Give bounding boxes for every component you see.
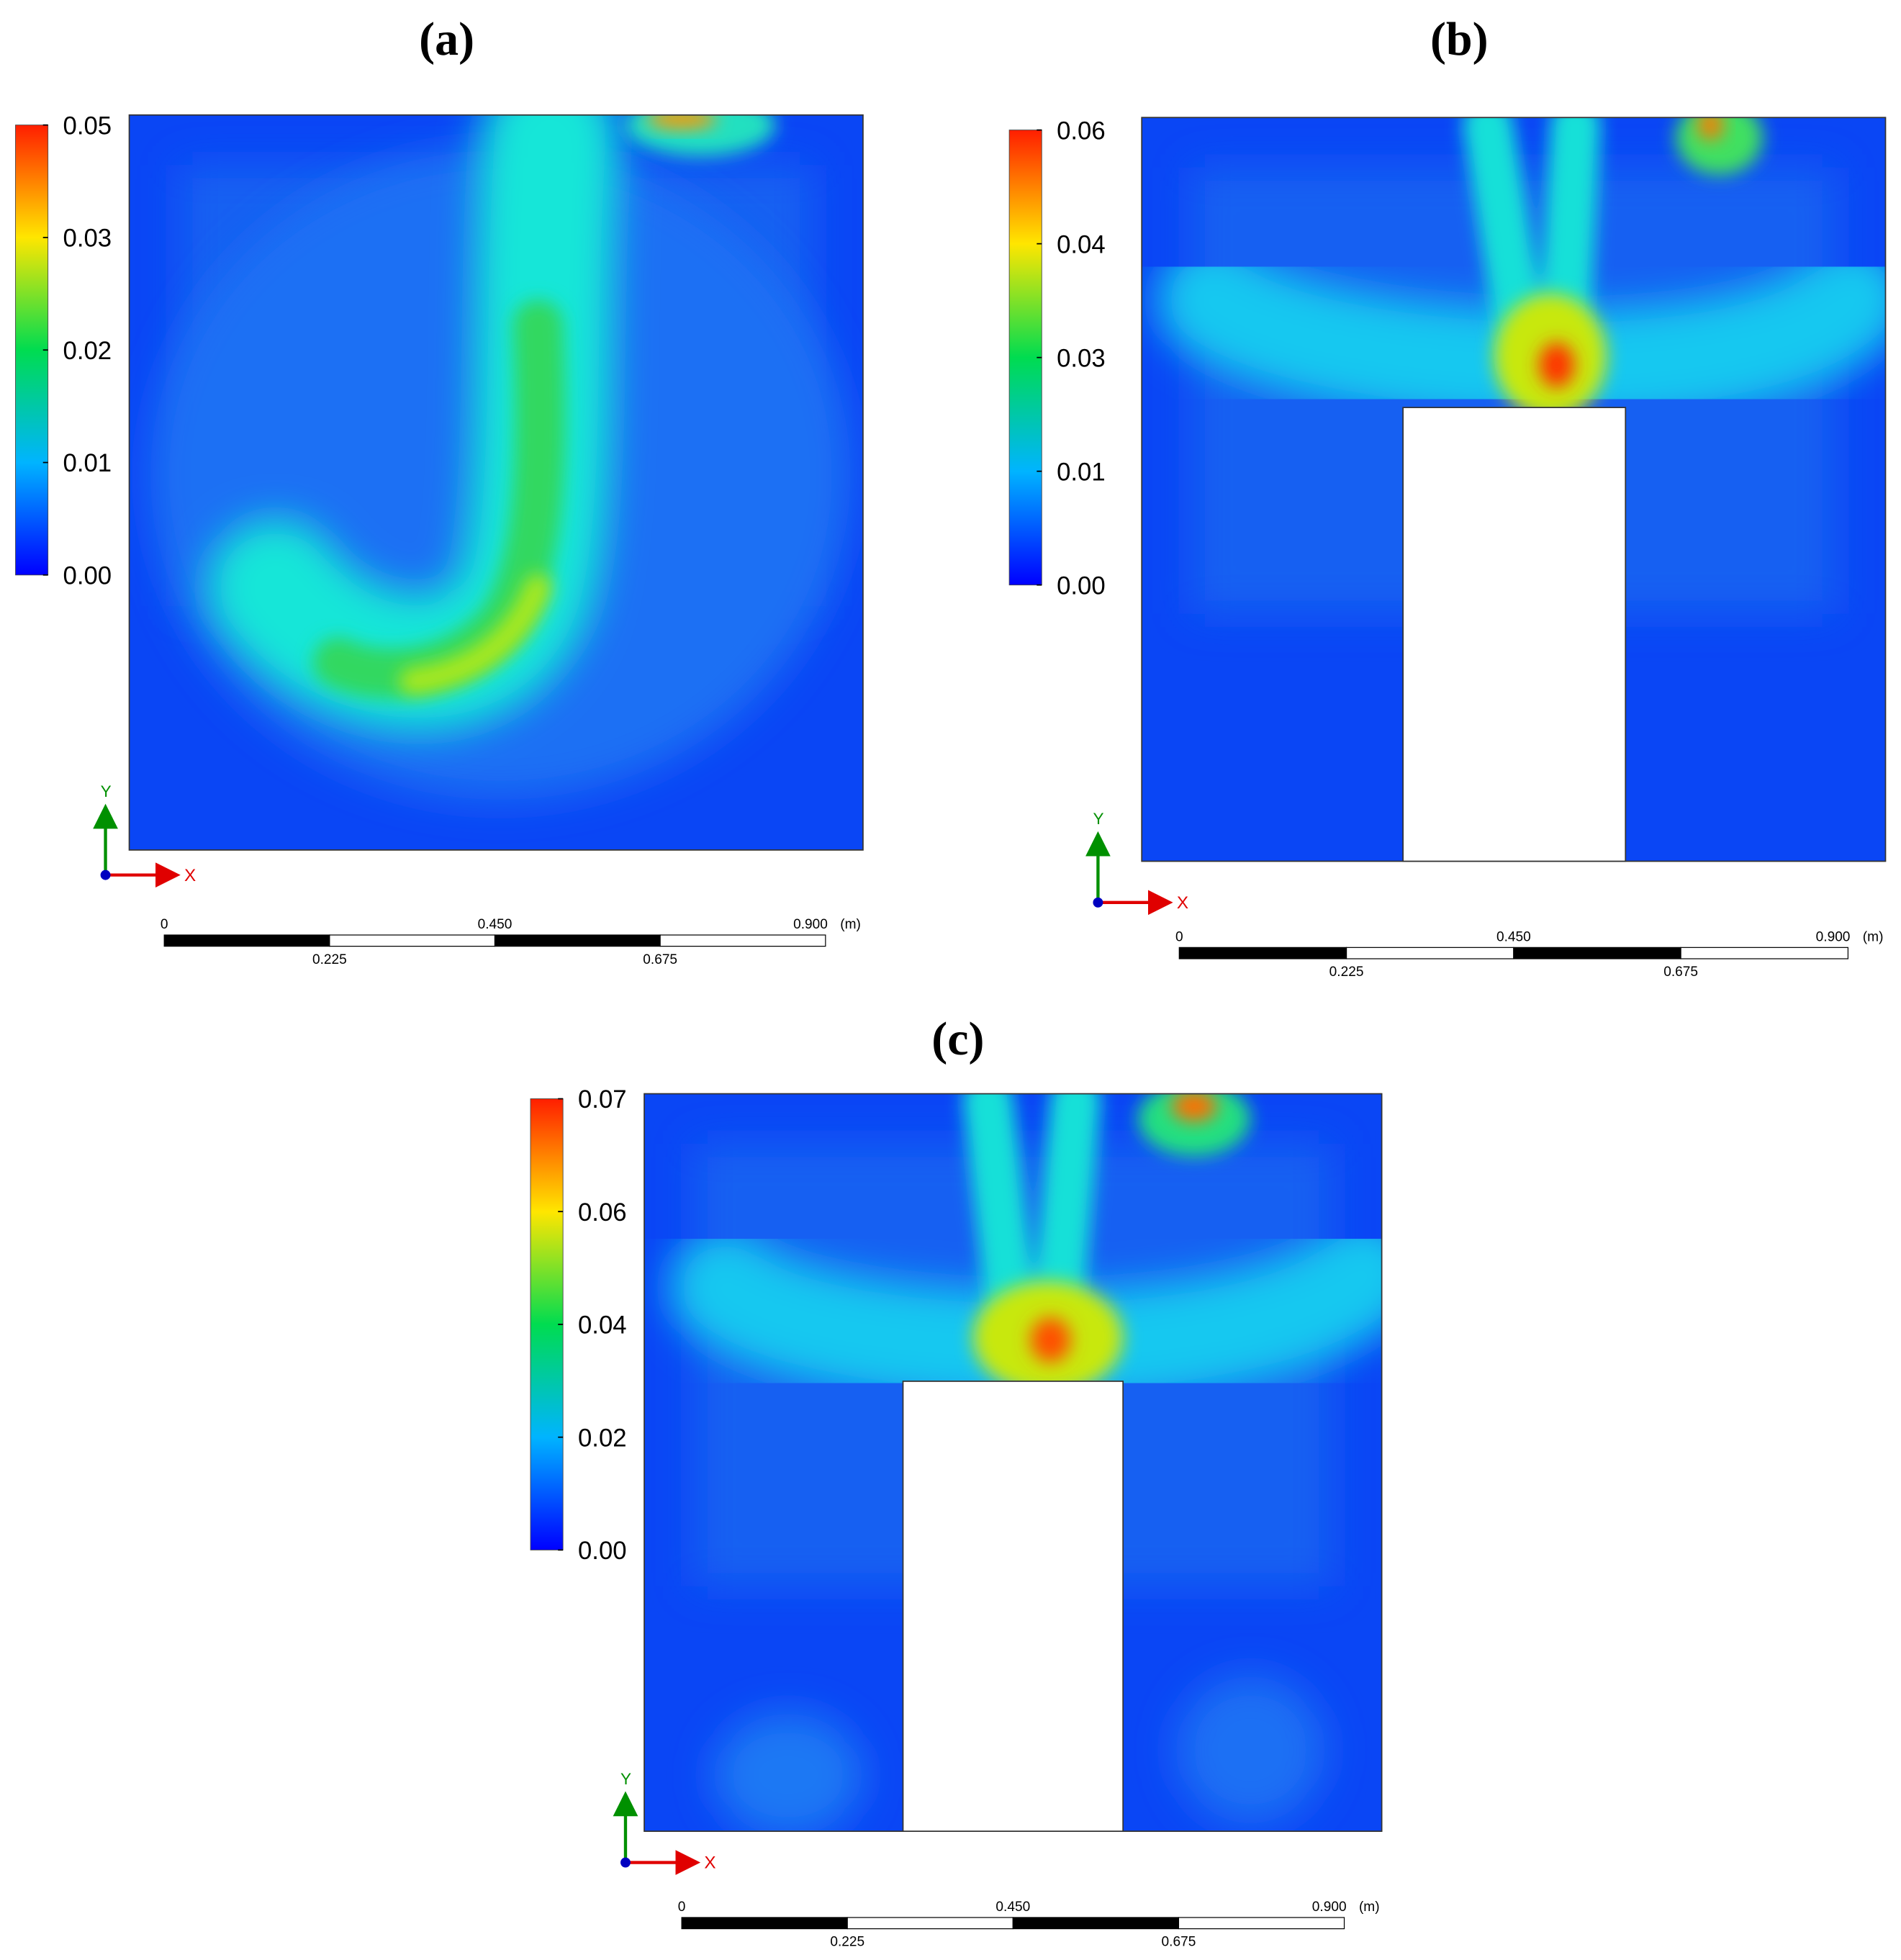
obstacle — [902, 1381, 1124, 1832]
colorbar-tick-label: 0.00 — [578, 1537, 627, 1565]
contour-region — [399, 574, 552, 695]
origin-dot — [1093, 897, 1103, 908]
x-axis-label: X — [704, 1853, 715, 1873]
panel: (a) 0.05 0.03 0.02 0.01 0.00 X Y 0 0.450 0.900 (m) 0… — [15, 13, 864, 967]
scale-segment — [494, 934, 661, 947]
x-axis-label: X — [1177, 893, 1188, 913]
scale-label: 0.900 — [793, 917, 828, 932]
panel-label: (b) — [1430, 13, 1489, 66]
colorbar-tick-label: 0.07 — [578, 1086, 627, 1114]
panel: (c) 0.07 0.06 0.04 0.02 0.00 X Y 0 0.450 0.900 (m) 0… — [530, 1013, 1383, 1950]
scale-segment — [1178, 947, 1347, 959]
origin-dot — [100, 870, 111, 880]
colorbar — [530, 1098, 564, 1550]
y-axis-label: Y — [620, 1770, 631, 1788]
colorbar-tick-label: 0.06 — [578, 1199, 627, 1227]
scale-label: 0.450 — [478, 917, 512, 932]
scale-segment — [846, 1917, 1013, 1930]
colorbar — [15, 125, 49, 576]
contour-region — [1539, 342, 1575, 388]
contour-region — [713, 1712, 863, 1832]
colorbar-tick-label: 0.03 — [63, 225, 112, 253]
scale-label: 0.450 — [1496, 930, 1531, 945]
scale-label: 0.900 — [1312, 1900, 1347, 1915]
panel-label: (c) — [931, 1013, 984, 1065]
contour-region — [1175, 1675, 1326, 1825]
colorbar-tick-label: 0.04 — [1057, 231, 1106, 258]
scale-segment — [681, 1917, 848, 1930]
scale-segment — [1680, 947, 1848, 959]
scale-label: 0.225 — [312, 952, 347, 967]
colorbar-tick-label: 0.04 — [578, 1312, 627, 1340]
colorbar-tick-label: 0.02 — [63, 338, 112, 365]
scale-label: 0.900 — [1816, 930, 1851, 945]
scale-segment — [1345, 947, 1514, 959]
colorbar-tick-label: 0.05 — [63, 112, 112, 140]
y-axis-label: Y — [1093, 810, 1103, 828]
contour-field — [129, 114, 863, 850]
scale-label: 0 — [1175, 930, 1183, 945]
scale-segment — [1513, 947, 1681, 959]
contour-region — [1030, 1317, 1071, 1363]
scale-segment — [329, 934, 496, 947]
scale-segment — [1012, 1917, 1180, 1930]
colorbar-tick-label: 0.01 — [1057, 459, 1106, 486]
obstacle — [1402, 407, 1627, 862]
colorbar-tick-label: 0.06 — [1057, 117, 1106, 145]
colorbar — [1008, 130, 1042, 586]
contour-region — [646, 114, 717, 129]
origin-dot — [620, 1857, 631, 1868]
scale-segment — [1178, 1917, 1345, 1930]
scale-label: 0.450 — [995, 1900, 1030, 1915]
plot-border — [128, 114, 864, 851]
scale-label: 0.675 — [643, 952, 677, 967]
scale-label: 0.675 — [1663, 965, 1698, 980]
colorbar-tick-label: 0.01 — [63, 450, 112, 477]
scale-label: 0.225 — [1329, 965, 1364, 980]
scale-segment — [659, 934, 826, 947]
x-axis-label: X — [184, 866, 196, 885]
y-axis-label: Y — [101, 782, 112, 800]
scale-label: 0.225 — [830, 1935, 864, 1950]
scale-segment — [163, 934, 330, 947]
colorbar-tick-label: 0.00 — [1057, 572, 1106, 600]
colorbar-tick-label: 0.00 — [63, 562, 112, 590]
contour-region — [1171, 1093, 1217, 1121]
panel-label: (a) — [419, 13, 474, 66]
scale-unit: (m) — [1863, 930, 1884, 945]
contour-region — [1697, 117, 1723, 140]
scale-unit: (m) — [1359, 1900, 1380, 1915]
panel: (b) 0.06 0.04 0.03 0.01 0.00 X Y 0 0.450 0.900 (m) 0… — [1008, 13, 1887, 980]
colorbar-tick-label: 0.03 — [1057, 345, 1106, 372]
scale-unit: (m) — [840, 917, 861, 932]
colorbar-tick-label: 0.02 — [578, 1424, 627, 1452]
contour-region — [1675, 117, 1764, 176]
scale-label: 0 — [161, 917, 168, 932]
scale-label: 0 — [678, 1900, 686, 1915]
scale-label: 0.675 — [1162, 1935, 1196, 1950]
contour-region — [1138, 1093, 1251, 1157]
